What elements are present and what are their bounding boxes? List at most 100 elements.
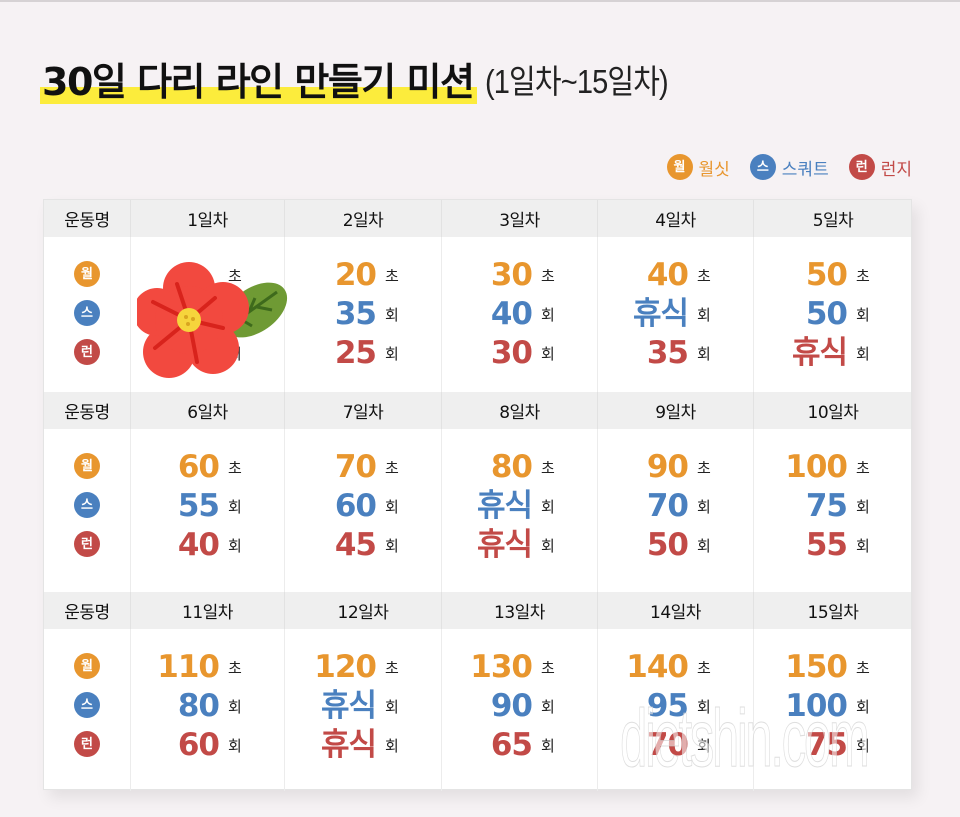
day-header: 13일차 (442, 592, 598, 629)
wall-sit-line: 140 초 (626, 648, 713, 687)
day-cell: 80 초 휴식 회 휴식 회 (442, 429, 598, 592)
lunge-value: 휴식 (476, 527, 533, 563)
wall-sit-value: 90 (646, 449, 689, 485)
wall-sit-line: 130 초 (470, 648, 557, 687)
lunge-value: 55 (805, 527, 848, 563)
values-row: 월 스 런 110 초 80 회 60 회 120 초 휴식 회 휴식 회 130 초 90 회 65 회 140 초 95 회… (44, 629, 911, 791)
lunge-value: 40 (177, 527, 220, 563)
squat-badge-icon: 스 (74, 492, 100, 518)
day-cell: 150 초 100 회 75 회 (754, 629, 912, 791)
day-header: 6일차 (131, 392, 285, 429)
unit: 회 (228, 498, 242, 516)
wall-sit-line: 80 초 (491, 448, 557, 487)
squat-line: 60 회 (335, 487, 401, 526)
lunge-line: 35 회 (647, 334, 713, 373)
unit: 회 (541, 698, 555, 716)
legend-label: 월싯 (698, 159, 730, 180)
unit: 회 (228, 737, 242, 755)
wall-sit-line: 120 초 (314, 648, 401, 687)
week-block: 운동명 11일차 12일차 13일차 14일차 15일차 월 스 런 110 초 80 회 60 회 120 초… (44, 592, 911, 791)
day-header: 3일차 (442, 200, 598, 237)
day-header: 2일차 (285, 200, 442, 237)
header-row: 운동명 11일차 12일차 13일차 14일차 15일차 (44, 592, 911, 629)
squat-value: 40 (490, 296, 533, 332)
day-cell: 110 초 80 회 60 회 (131, 629, 285, 791)
wall-sit-value: 30 (490, 257, 533, 293)
squat-badge-icon: 스 (749, 154, 776, 180)
legend-item-lunge: 런 런지 (848, 154, 912, 180)
squat-line: 70 회 (647, 487, 713, 526)
unit: 회 (385, 737, 399, 755)
squat-line: 80 회 (178, 687, 244, 726)
lunge-badge-icon: 런 (74, 531, 100, 557)
unit: 회 (541, 498, 555, 516)
day-cell: 120 초 휴식 회 휴식 회 (285, 629, 442, 791)
squat-line: 35 회 (335, 295, 401, 334)
lunge-value: 휴식 (791, 335, 848, 371)
day-header: 9일차 (598, 392, 754, 429)
unit: 회 (697, 698, 711, 716)
unit: 초 (228, 459, 242, 477)
lunge-line: 50 회 (647, 526, 713, 565)
squat-value: 70 (646, 488, 689, 524)
unit: 초 (385, 267, 399, 285)
squat-line: 75 회 (806, 487, 872, 526)
unit: 초 (541, 659, 555, 677)
squat-line: 휴식 회 (477, 487, 557, 526)
day-header: 7일차 (285, 392, 442, 429)
day-cell: 140 초 95 회 70 회 (598, 629, 754, 791)
wall-sit-line: 40 초 (647, 256, 713, 295)
wall-sit-value: 40 (646, 257, 689, 293)
squat-value: 100 (785, 688, 848, 724)
squat-badge-icon: 스 (74, 300, 100, 326)
lunge-value: 휴식 (320, 727, 377, 763)
unit: 회 (856, 498, 870, 516)
unit: 회 (385, 498, 399, 516)
squat-value: 95 (646, 688, 689, 724)
unit: 초 (385, 459, 399, 477)
wall-sit-value: 20 (334, 257, 377, 293)
unit: 초 (856, 459, 870, 477)
day-cell: 90 초 70 회 50 회 (598, 429, 754, 592)
unit: 회 (228, 537, 242, 555)
legend-label: 런지 (880, 159, 912, 180)
unit: 초 (541, 459, 555, 477)
page-title: 30일 다리 라인 만들기 미션 (1일차~15일차) (39, 58, 693, 106)
values-row: 월 스 런 60 초 55 회 40 회 70 초 60 회 45 회 80 초 휴식 회 휴식 회 90 초 70 회 50 회 1… (44, 429, 911, 592)
squat-value: 휴식 (632, 296, 689, 332)
day-header: 11일차 (131, 592, 285, 629)
unit: 회 (541, 737, 555, 755)
unit: 회 (541, 345, 555, 363)
day-header: 8일차 (442, 392, 598, 429)
lunge-line: 70 회 (647, 726, 713, 765)
legend-item-wall-sit: 월 월싯 (666, 154, 730, 180)
lunge-line: 휴식 회 (477, 526, 557, 565)
values-row: 월스런초회회20초35회25회30초40회30회40초휴식회35회50초50회휴… (44, 237, 911, 392)
wall-sit-value: 70 (334, 449, 377, 485)
unit: 회 (697, 345, 711, 363)
unit: 초 (541, 267, 555, 285)
wall-sit-line: 100 초 (785, 448, 872, 487)
unit: 회 (697, 306, 711, 324)
lunge-value: 50 (646, 527, 689, 563)
unit: 초 (856, 267, 870, 285)
day-cell: 70 초 60 회 45 회 (285, 429, 442, 592)
lunge-value: 25 (334, 335, 377, 371)
lunge-line: 65 회 (491, 726, 557, 765)
unit: 회 (385, 698, 399, 716)
day-header: 5일차 (812, 211, 854, 231)
mission-table: 운동명1일차2일차3일차4일차5일차월스런초회회20초35회25회30초40회3… (43, 199, 912, 791)
unit: 초 (856, 659, 870, 677)
wall-sit-value: 140 (626, 649, 689, 685)
wall-sit-line: 50 초 (806, 256, 872, 295)
lunge-value: 35 (646, 335, 689, 371)
lunge-badge-icon: 런 (848, 154, 875, 180)
wall-sit-value: 60 (177, 449, 220, 485)
lunge-line: 휴식 회 (792, 334, 872, 373)
unit: 초 (697, 659, 711, 677)
unit: 회 (228, 698, 242, 716)
wall-sit-line: 60 초 (178, 448, 244, 487)
